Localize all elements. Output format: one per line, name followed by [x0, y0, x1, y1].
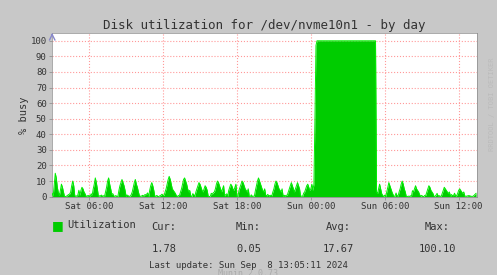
Text: RRDTOOL / TOBI OETIKER: RRDTOOL / TOBI OETIKER [489, 58, 495, 151]
Text: Min:: Min: [236, 222, 261, 232]
Title: Disk utilization for /dev/nvme10n1 - by day: Disk utilization for /dev/nvme10n1 - by … [103, 19, 426, 32]
Text: 17.67: 17.67 [323, 244, 353, 254]
Text: ■: ■ [52, 219, 64, 232]
Text: Utilization: Utilization [67, 221, 136, 230]
Text: Cur:: Cur: [152, 222, 176, 232]
Text: Avg:: Avg: [326, 222, 350, 232]
Text: Max:: Max: [425, 222, 450, 232]
Text: Munin 2.0.73: Munin 2.0.73 [219, 269, 278, 275]
Text: 0.05: 0.05 [236, 244, 261, 254]
Text: 100.10: 100.10 [418, 244, 456, 254]
Text: Last update: Sun Sep  8 13:05:11 2024: Last update: Sun Sep 8 13:05:11 2024 [149, 262, 348, 270]
Text: 1.78: 1.78 [152, 244, 176, 254]
Y-axis label: % busy: % busy [19, 96, 29, 134]
